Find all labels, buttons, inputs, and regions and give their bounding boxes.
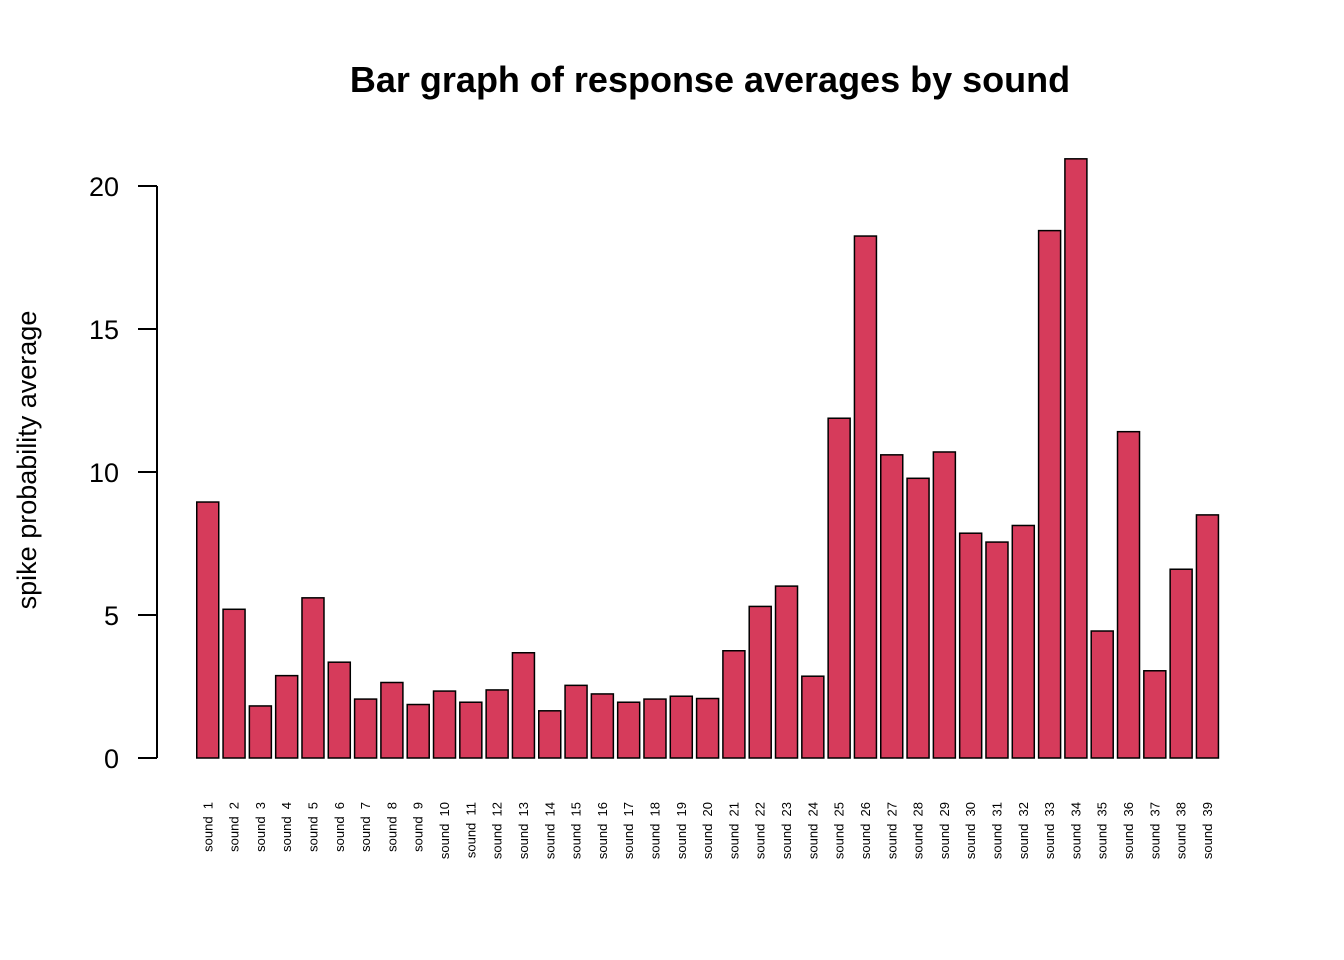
bar-31: [985, 541, 1009, 759]
y-axis-label: spike probability average: [12, 311, 42, 610]
bar-23: [774, 585, 799, 759]
x-tick-label: sound 39: [1200, 802, 1215, 859]
bar-17: [616, 701, 641, 759]
bar-6: [327, 661, 352, 759]
y-tick-label: 10: [89, 458, 119, 488]
bar-16: [590, 693, 615, 759]
bar-18: [643, 698, 667, 759]
bar-14: [538, 710, 562, 759]
bar-35: [1090, 630, 1114, 759]
chart-title: Bar graph of response averages by sound: [350, 59, 1070, 100]
bar-10: [432, 690, 457, 759]
x-tick-label: sound 7: [358, 802, 373, 852]
x-tick-label: sound 32: [1016, 802, 1031, 859]
bar-28: [906, 477, 930, 759]
bar-5: [301, 597, 325, 759]
x-tick-labels: sound 1 sound 2 sound 3 sound 4 sound 5 sound…: [200, 802, 1215, 859]
x-tick-label: sound 6: [332, 802, 347, 852]
bar-21: [722, 650, 746, 759]
x-tick-label: sound 18: [647, 802, 662, 859]
bar-8: [380, 681, 404, 759]
x-tick-label: sound 28: [911, 802, 926, 859]
x-tick-label: sound 1: [200, 802, 215, 852]
x-tick-label: sound 8: [384, 802, 399, 852]
x-tick-label: sound 22: [753, 802, 768, 859]
x-tick-label: sound 34: [1068, 802, 1083, 859]
x-tick-label: sound 14: [542, 802, 557, 859]
bar-7: [353, 698, 378, 759]
x-tick-label: sound 26: [858, 802, 873, 859]
bar-3: [248, 705, 273, 759]
bar-29: [932, 451, 957, 759]
x-tick-label: sound 5: [305, 802, 320, 852]
x-tick-label: sound 13: [516, 802, 531, 859]
x-tick-label: sound 21: [726, 802, 741, 859]
y-tick-label: 15: [89, 315, 119, 345]
x-tick-label: sound 33: [1042, 802, 1057, 859]
x-tick-label: sound 2: [227, 802, 242, 852]
x-tick-label: sound 17: [621, 802, 636, 859]
bar-24: [801, 675, 825, 759]
x-tick-label: sound 15: [569, 802, 584, 859]
bar-32: [1011, 524, 1036, 759]
x-tick-label: sound 24: [805, 802, 820, 859]
x-tick-label: sound 3: [253, 802, 268, 852]
bar-20: [695, 697, 720, 759]
x-tick-label: sound 29: [937, 802, 952, 859]
x-tick-label: sound 11: [463, 802, 478, 858]
x-tick-label: sound 35: [1095, 802, 1110, 859]
bar-4: [274, 674, 299, 759]
bar-27: [880, 454, 904, 759]
bar-33: [1037, 229, 1062, 759]
bar-19: [669, 695, 694, 759]
bar-9: [406, 703, 430, 759]
bar-37: [1143, 670, 1167, 759]
bar-26: [853, 235, 878, 759]
y-tick-label: 20: [89, 172, 119, 202]
bar-25: [827, 417, 851, 759]
x-tick-label: sound 23: [779, 802, 794, 859]
bar-22: [748, 605, 772, 759]
y-tick-label: 5: [104, 601, 119, 631]
x-tick-label: sound 16: [595, 802, 610, 859]
bar-34: [1064, 158, 1088, 759]
x-tick-label: sound 25: [832, 802, 847, 859]
x-tick-label: sound 38: [1174, 802, 1189, 859]
x-tick-label: sound 30: [963, 802, 978, 859]
x-tick-label: sound 9: [411, 802, 426, 852]
x-tick-label: sound 20: [700, 802, 715, 859]
x-tick-label: sound 4: [279, 802, 294, 852]
x-tick-label: sound 31: [989, 802, 1004, 859]
x-tick-label: sound 12: [490, 802, 505, 859]
bar-38: [1169, 568, 1193, 759]
bar-39: [1195, 514, 1220, 759]
bar-11: [459, 701, 483, 759]
x-tick-label: sound 36: [1121, 802, 1136, 859]
x-tick-label: sound 10: [437, 802, 452, 859]
bar-2: [222, 608, 246, 759]
x-tick-label: sound 27: [884, 802, 899, 859]
x-tick-label: sound 19: [674, 802, 689, 859]
bar-30: [958, 532, 983, 759]
y-tick-label: 0: [104, 744, 119, 774]
bar-13: [511, 652, 536, 759]
bars-group: [196, 158, 1220, 759]
bar-15: [564, 684, 588, 759]
y-axis: 0 5 10 15 20: [89, 172, 158, 774]
bar-36: [1116, 430, 1141, 759]
x-tick-label: sound 37: [1147, 802, 1162, 859]
bar-1: [196, 501, 220, 759]
bar-12: [485, 689, 509, 759]
